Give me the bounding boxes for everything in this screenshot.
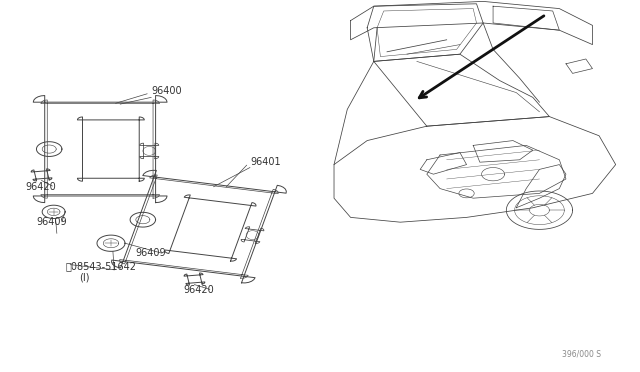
Text: 96401: 96401 xyxy=(250,157,280,167)
Text: (I): (I) xyxy=(79,272,90,282)
Text: 96420: 96420 xyxy=(26,182,56,192)
Text: 396/000 S: 396/000 S xyxy=(562,350,601,359)
Text: 96409: 96409 xyxy=(36,217,67,227)
Text: Ⓝ08543-51642: Ⓝ08543-51642 xyxy=(65,261,136,271)
Text: 96409: 96409 xyxy=(135,248,166,258)
Text: 96400: 96400 xyxy=(151,86,182,96)
Text: 96420: 96420 xyxy=(183,285,214,295)
